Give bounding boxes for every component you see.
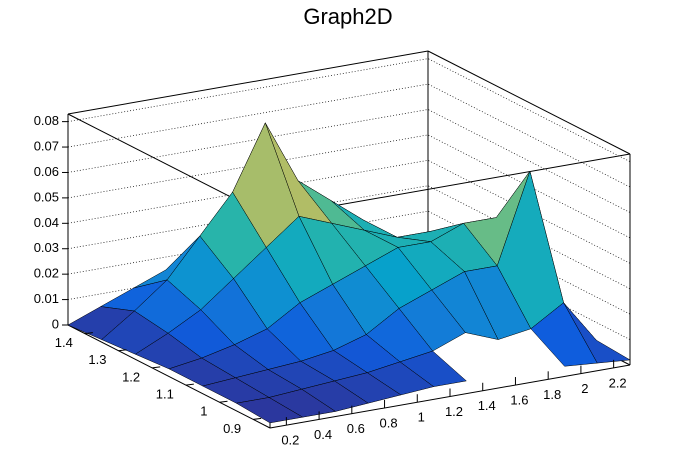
x-tick-label: 0.6 bbox=[347, 421, 365, 436]
box-edge bbox=[67, 50, 429, 115]
z-tick-label: 0.06 bbox=[34, 164, 59, 179]
z-tick-label: 0.07 bbox=[34, 138, 59, 153]
grid-line bbox=[67, 185, 631, 290]
x-tick-label: 0.4 bbox=[314, 427, 332, 442]
x-tick-label: 1.6 bbox=[510, 392, 528, 407]
grid-line bbox=[67, 134, 631, 239]
y-tick-label: 1.2 bbox=[122, 369, 140, 384]
surface-cell bbox=[530, 302, 598, 367]
y-tick bbox=[84, 332, 93, 335]
grid-line bbox=[67, 58, 631, 162]
x-tick-label: 0.2 bbox=[281, 433, 299, 448]
x-tick-label: 0.8 bbox=[380, 415, 398, 430]
x-tick-label: 2.2 bbox=[609, 375, 627, 390]
x-tick-label: 1.8 bbox=[543, 387, 561, 402]
grid-line bbox=[67, 159, 631, 264]
chart-title: Graph2D bbox=[303, 4, 392, 29]
y-tick-label: 1.4 bbox=[55, 335, 73, 350]
grid-line bbox=[67, 210, 631, 315]
z-tick-label: 0.02 bbox=[34, 266, 59, 281]
grid-line bbox=[67, 109, 631, 213]
z-tick-label: 0.05 bbox=[34, 189, 59, 204]
y-tick-label: 1 bbox=[200, 404, 207, 419]
y-tick-label: 1.1 bbox=[156, 387, 174, 402]
z-tick-label: 0 bbox=[52, 316, 59, 331]
box-edge bbox=[67, 324, 271, 429]
z-tick-label: 0.04 bbox=[34, 215, 59, 230]
z-tick-label: 0.01 bbox=[34, 291, 59, 306]
y-tick bbox=[118, 349, 127, 352]
x-tick-label: 1.4 bbox=[478, 398, 496, 413]
x-tick-label: 1 bbox=[418, 410, 425, 425]
z-tick-label: 0.03 bbox=[34, 240, 59, 255]
y-tick-label: 1.3 bbox=[88, 352, 106, 367]
surface-cell bbox=[235, 397, 304, 424]
box-edge bbox=[427, 50, 631, 155]
z-tick-label: 0.08 bbox=[34, 113, 59, 128]
y-tick bbox=[152, 366, 161, 369]
y-tick bbox=[185, 383, 194, 386]
y-tick bbox=[219, 400, 228, 403]
y-tick bbox=[253, 417, 262, 420]
grid-line bbox=[67, 83, 631, 188]
y-tick-label: 0.9 bbox=[223, 421, 241, 436]
x-tick-label: 1.2 bbox=[445, 404, 463, 419]
x-tick-label: 2 bbox=[581, 381, 588, 396]
